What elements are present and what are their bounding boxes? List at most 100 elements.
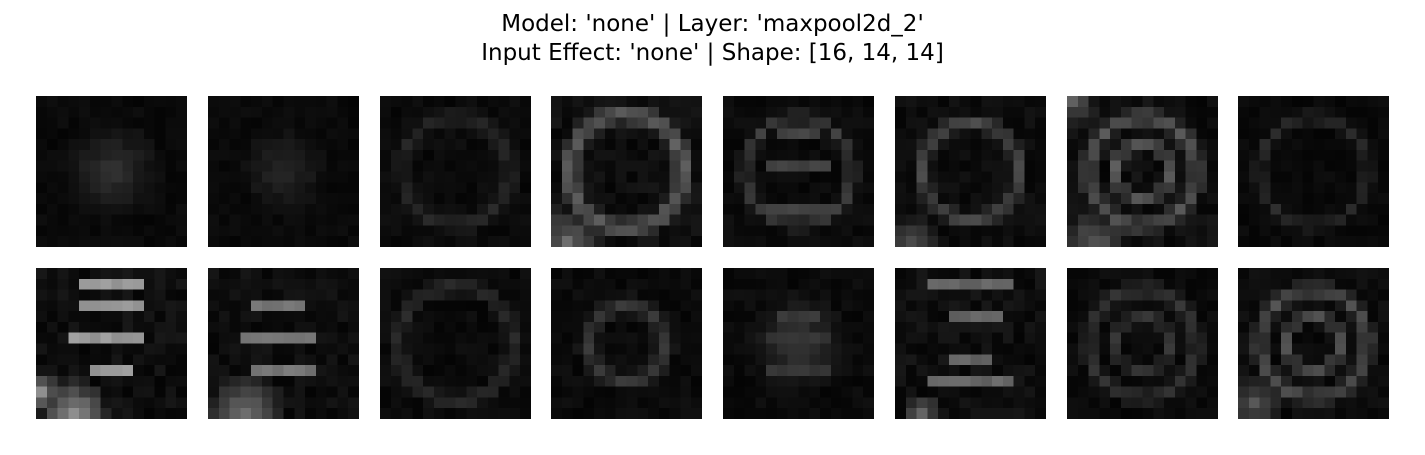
feature-map-pixel [981,236,993,247]
feature-map-pixel [1142,354,1154,366]
feature-map-pixel [981,332,993,344]
feature-map-pixel [1142,268,1154,280]
feature-map-pixel [1367,96,1379,108]
feature-map-pixel [176,139,187,151]
feature-map-pixel [133,214,145,226]
feature-map-pixel [1281,268,1293,280]
feature-map-pixel [165,182,177,194]
feature-map-pixel [916,193,928,205]
feature-map-pixel [658,106,670,118]
feature-map-pixel [509,321,521,333]
feature-map-pixel [261,139,273,151]
feature-map-pixel [1035,171,1046,183]
feature-map-pixel [626,128,638,140]
feature-map-pixel [1067,408,1079,419]
feature-map-pixel [1142,289,1154,301]
feature-map-pixel [776,408,788,419]
feature-map-pixel [809,332,821,344]
feature-map-pixel [551,139,563,151]
feature-map-pixel [1142,117,1154,129]
feature-map-pixel [1088,365,1100,377]
feature-map-pixel [305,128,317,140]
feature-map-pixel [551,160,563,172]
feature-map-pixel [938,268,950,280]
feature-map-pixel [561,117,573,129]
feature-map-pixel [477,268,489,280]
feature-map-pixel [1302,289,1314,301]
feature-map-pixel [594,117,606,129]
feature-map-pixel [1302,139,1314,151]
feature-map-pixel [444,96,456,108]
feature-map-pixel [820,300,832,312]
feature-map-pixel [412,117,424,129]
feature-map-pixel [1248,278,1260,290]
feature-map-pixel [594,149,606,161]
feature-map-pixel [1335,408,1347,419]
feature-map-pixel [229,139,241,151]
feature-map-pixel [100,397,112,409]
feature-map-pixel [948,375,960,387]
feature-map-pixel [626,268,638,280]
feature-map-pixel [337,106,349,118]
feature-map-pixel [520,236,531,247]
feature-map-pixel [992,117,1004,129]
feature-map-pixel [487,149,499,161]
feature-map-pixel [1024,139,1036,151]
feature-map-pixel [959,300,971,312]
feature-map-pixel [658,139,670,151]
feature-map-pixel [466,214,478,226]
feature-map-pixel [390,117,402,129]
feature-map-pixel [315,386,327,398]
feature-map-pixel [648,332,660,344]
feature-map-pixel [1259,408,1271,419]
feature-map-pixel [1174,375,1186,387]
feature-map-pixel [863,408,874,419]
feature-map-pixel [1067,193,1079,205]
feature-map-pixel [1185,343,1197,355]
feature-map-pixel [572,128,584,140]
feature-map-pixel [477,214,489,226]
feature-map-pixel [487,225,499,237]
feature-map-pixel [100,203,112,215]
feature-map-pixel [348,171,359,183]
feature-map-pixel [1077,343,1089,355]
feature-map-pixel [294,311,306,323]
feature-map-pixel [1185,408,1197,419]
feature-map-pixel [809,139,821,151]
feature-map-pixel [1077,268,1089,280]
feature-map-pixel [572,139,584,151]
feature-map-pixel [691,289,702,301]
feature-map-pixel [755,106,767,118]
feature-map-pixel [57,321,69,333]
feature-map-pixel [1153,193,1165,205]
feature-map-pixel [348,203,359,215]
feature-map-pixel [594,139,606,151]
feature-map-pixel [498,182,510,194]
feature-map-pixel [229,386,241,398]
feature-map-pixel [1367,139,1379,151]
feature-map-pixel [251,343,263,355]
feature-map-pixel [863,311,874,323]
feature-map-pixel [1174,117,1186,129]
feature-map-pixel [1174,203,1186,215]
feature-map-pixel [1259,117,1271,129]
feature-map-pixel [133,397,145,409]
feature-map-pixel [111,214,123,226]
feature-map-pixel [165,321,177,333]
feature-map-pixel [68,332,80,344]
feature-map-pixel [477,375,489,387]
feature-map-pixel [927,343,939,355]
feature-map-pixel [444,354,456,366]
feature-map-pixel [637,182,649,194]
feature-map-pixel [240,408,252,419]
feature-map-pixel [776,397,788,409]
feature-map-pixel [487,139,499,151]
feature-map-pixel [218,160,230,172]
feature-map-pixel [79,203,91,215]
feature-map-pixel [401,149,413,161]
feature-map-pixel [455,128,467,140]
feature-map-pixel [992,128,1004,140]
feature-map-pixel [498,96,510,108]
feature-map-pixel [176,193,187,205]
feature-map-pixel [1120,236,1132,247]
